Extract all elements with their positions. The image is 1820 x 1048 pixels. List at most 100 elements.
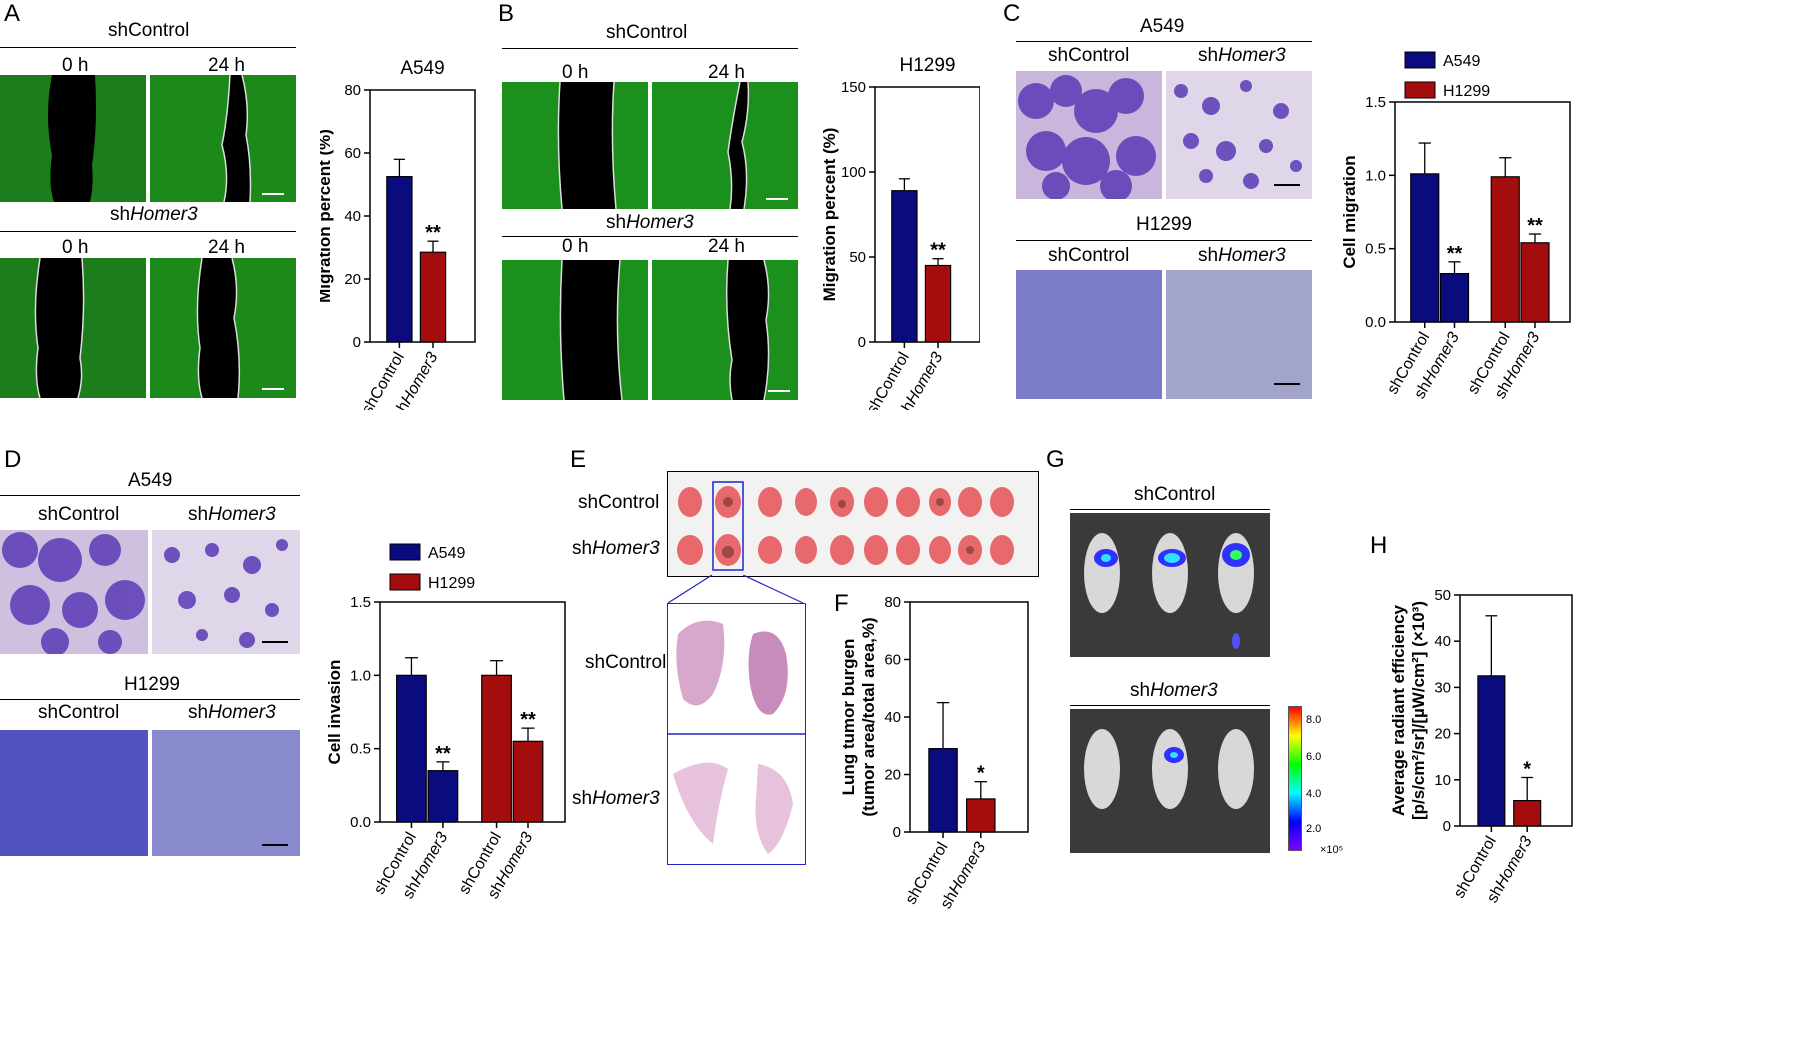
transwell-image-h1299-shcontrol [1016,270,1162,399]
y-tick-label: 0.0 [1365,314,1386,331]
cell-line-label-h1299: H1299 [1136,214,1192,235]
group-divider [0,495,300,496]
group-label-shcontrol: shControl [585,652,667,673]
significance-marker: ** [1527,215,1543,237]
histology-panel [667,603,806,865]
group-label-shcontrol: shControl [1048,45,1130,66]
bar [966,798,996,833]
bar [924,264,952,343]
y-tick-label: 0 [1443,818,1451,835]
y-tick-label: 80 [344,82,361,99]
cell-line-label-h1299: H1299 [124,674,180,695]
cell-line-label-a549: A549 [1140,16,1185,37]
group-label-shcontrol: shControl [1134,484,1216,505]
y-tick-label: 0 [353,334,361,351]
bar [1477,675,1506,827]
invasion-image-h1299-shcontrol [0,730,148,856]
legend-label: H1299 [428,575,475,592]
bar [1520,242,1550,323]
bar [386,176,413,343]
y-tick-label: 40 [1434,633,1451,650]
wound-image-shcontrol-0h [502,82,648,209]
time-label-24h: 24 h [208,55,245,76]
significance-marker: * [977,763,985,785]
group-divider [1016,41,1312,42]
y-tick-label: 1.0 [1365,167,1386,184]
panel-label-e: E [570,446,587,473]
legend-label: A549 [428,545,465,562]
group-label-shcontrol: shControl [606,22,688,43]
y-tick-label: 60 [884,652,901,669]
y-axis-label: Migration percent (%) [320,129,334,303]
invasion-image-a549-shhomer3 [152,530,300,654]
invasion-image-h1299-shhomer3 [152,730,300,856]
y-tick-label: 20 [884,767,901,784]
group-label-shcontrol: shControl [108,20,190,41]
y-tick-label: 50 [849,249,866,266]
significance-marker: ** [520,709,536,731]
scale-tick: 2.0 [1306,823,1322,835]
time-label-0h: 0 h [62,55,89,76]
panel-label-g: G [1046,446,1065,473]
bar [512,740,544,823]
group-label-shcontrol: shControl [38,702,120,723]
legend-swatch [1404,81,1436,99]
group-label-shhomer3: shHomer3 [110,204,198,225]
y-axis-label-line2: (tumor area/total area,%) [859,617,878,816]
group-label-shcontrol: shControl [1048,245,1130,266]
time-label-0h: 0 h [562,62,589,83]
ivis-image-shcontrol [1070,513,1270,657]
y-tick-label: 1.0 [350,667,371,684]
wound-image-shcontrol-24h [652,82,798,209]
ivis-image-shhomer3 [1070,709,1270,853]
y-tick-label: 10 [1434,772,1451,789]
group-divider [1070,705,1270,706]
y-axis-label-line2: [p/s/cm²/sr]/[µW/cm²] (×10³) [1409,601,1428,820]
plot-frame [379,601,566,823]
y-tick-label: 60 [344,145,361,162]
wound-image-shhomer3-0h [0,258,146,398]
wound-image-shcontrol-0h [0,75,146,202]
significance-marker: ** [930,240,946,262]
y-tick-label: 50 [1434,587,1451,604]
legend-label: A549 [1443,53,1480,70]
plot-frame [1394,101,1571,323]
time-label-0h: 0 h [62,237,89,258]
group-label-shcontrol: shControl [578,492,660,513]
legend-swatch [389,543,421,561]
zoom-connector [667,575,804,604]
group-label-shhomer3: shHomer3 [1198,45,1286,66]
cell-line-label-a549: A549 [128,470,173,491]
wound-image-shhomer3-24h [652,260,798,400]
significance-marker: ** [425,222,441,244]
lung-photo-panel [667,471,1039,577]
bar [1410,173,1440,323]
y-axis-label: Migration percent (%) [820,128,839,302]
legend-label: H1299 [1443,83,1490,100]
bar [396,674,427,823]
group-divider [0,231,296,232]
bar [1490,176,1520,323]
scale-tick: 8.0 [1306,714,1322,726]
group-label-shhomer3: shHomer3 [572,788,660,809]
bar [481,674,512,823]
y-axis-label: Cell invasion [325,660,344,765]
y-tick-label: 0 [858,334,866,351]
wound-image-shhomer3-24h [150,258,296,398]
invasion-image-a549-shcontrol [0,530,148,654]
bar [1439,273,1470,323]
group-label-shhomer3: shHomer3 [1130,680,1218,701]
group-label-shhomer3: shHomer3 [188,702,276,723]
y-tick-label: 1.5 [1365,94,1386,111]
y-tick-label: 40 [884,709,901,726]
panel-label-f: F [834,590,849,617]
y-axis-label: Average radiant efficiency [1389,604,1408,816]
time-label-24h: 24 h [708,236,745,257]
group-label-shhomer3: shHomer3 [188,504,276,525]
group-divider [502,48,798,49]
chart-title: A549 [400,58,444,79]
group-divider [1070,509,1270,510]
y-tick-label: 0 [893,824,901,841]
